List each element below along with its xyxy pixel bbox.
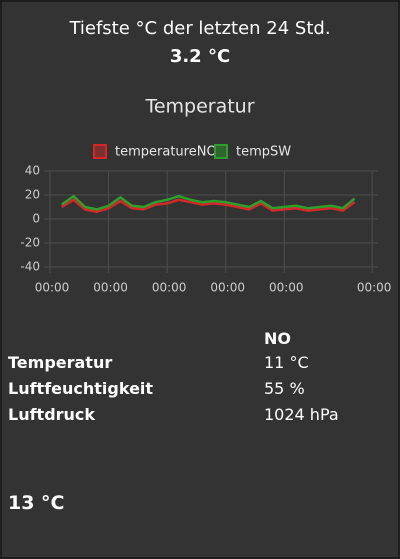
y-tick-label: 40 bbox=[25, 164, 40, 178]
legend-swatch bbox=[93, 144, 107, 159]
row-value: 1024 hPa bbox=[264, 405, 339, 424]
x-tick-label: 00:00 bbox=[357, 281, 392, 295]
x-tick-label: 00:00 bbox=[93, 281, 128, 295]
x-tick-label: 00:00 bbox=[152, 281, 187, 295]
y-tick-label: -20 bbox=[20, 236, 40, 250]
x-tick-label: 00:00 bbox=[269, 281, 304, 295]
row-value: 11 °C bbox=[264, 353, 309, 372]
row-label: Luftdruck bbox=[8, 405, 96, 424]
row-label: Temperatur bbox=[8, 353, 113, 372]
legend-label: temperatureNO bbox=[115, 145, 217, 160]
y-tick-label: 0 bbox=[32, 212, 40, 226]
x-tick-label: 00:00 bbox=[210, 281, 245, 295]
x-tick-label: 00:00 bbox=[35, 281, 70, 295]
series-line bbox=[60, 194, 356, 211]
y-tick-label: -40 bbox=[20, 260, 40, 274]
header-title: Tiefste °C der letzten 24 Std. bbox=[69, 18, 331, 39]
chart-title: Temperatur bbox=[144, 96, 254, 118]
series-line bbox=[61, 198, 356, 214]
row-label: Luftfeuchtigkeit bbox=[8, 379, 154, 398]
chart: Temperatur 40 20 0 -20 -40 00:00 00:00 00:00 00:… bbox=[20, 96, 392, 295]
header-value: 3.2 °C bbox=[169, 46, 231, 67]
legend-swatch bbox=[214, 144, 228, 159]
row-value: 55 % bbox=[264, 379, 305, 398]
y-tick-label: 20 bbox=[25, 188, 40, 202]
footer-value: 13 °C bbox=[8, 492, 65, 514]
table-column: NO bbox=[264, 329, 291, 348]
legend-label: tempSW bbox=[236, 145, 291, 160]
